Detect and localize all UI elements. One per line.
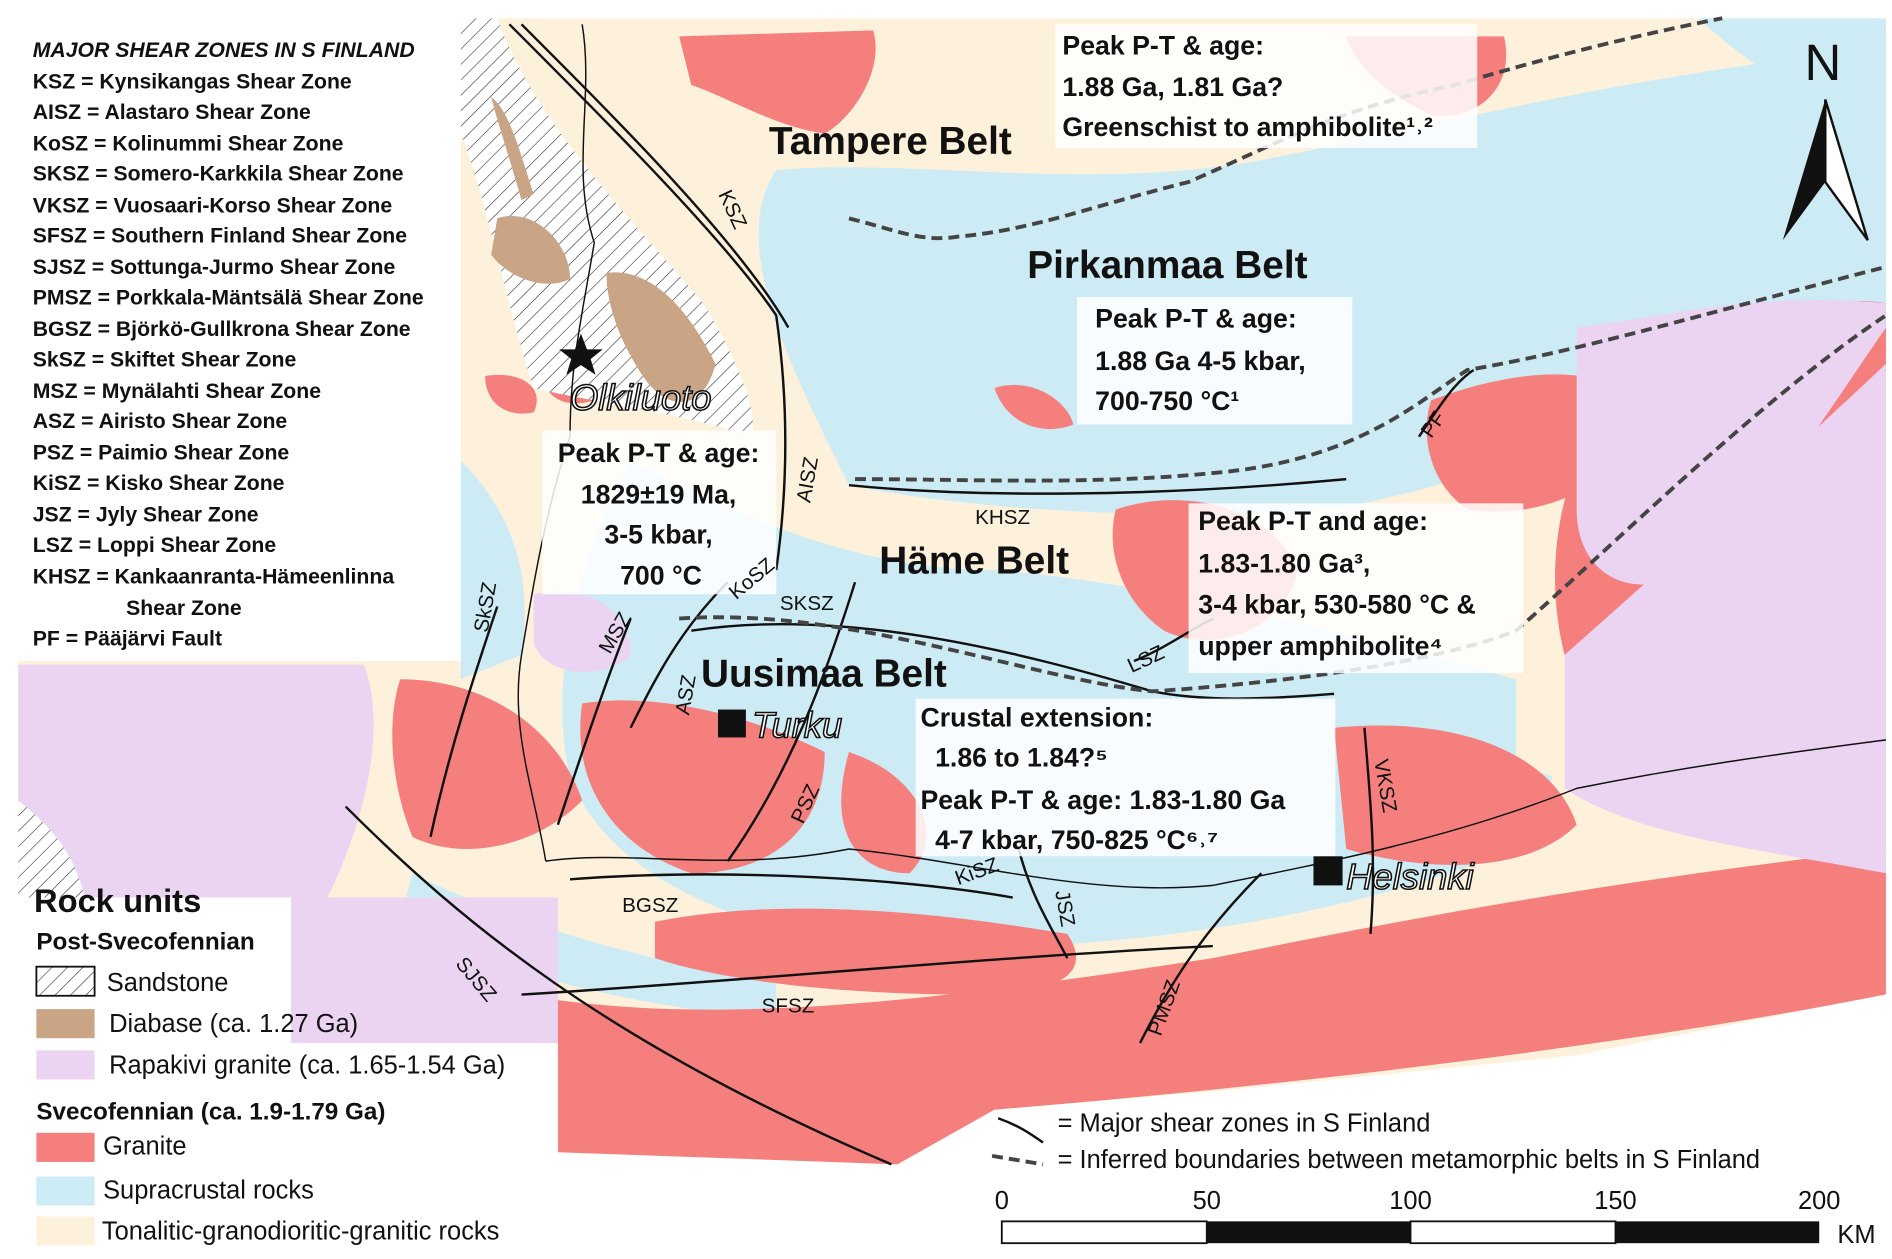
svg-text:KHSZ: KHSZ	[975, 506, 1030, 529]
shear-legend-item: BGSZ = Björkö-Gullkrona Shear Zone	[33, 318, 411, 341]
shear-zone-legend: MAJOR SHEAR ZONES IN S FINLAND KSZ = Kyn…	[33, 39, 424, 650]
svg-text:SKSZ: SKSZ	[780, 592, 834, 615]
svg-text:700-750 °C¹: 700-750 °C¹	[1095, 386, 1239, 416]
shear-legend-item: SkSZ = Skiftet Shear Zone	[33, 348, 297, 371]
shear-legend-item: VKSZ = Vuosaari-Korso Shear Zone	[33, 194, 393, 217]
svg-text:= Major shear zones in S Finla: = Major shear zones in S Finland	[1058, 1110, 1431, 1138]
map-area	[18, 18, 1887, 1165]
annotation-uusimaa: Crustal extension: 1.86 to 1.84?⁵ Peak P…	[915, 698, 1336, 857]
annotation-olkiluoto: Peak P-T & age: 1829±19 Ma, 3-5 kbar, 70…	[542, 430, 777, 595]
shear-legend-item: ASZ = Airisto Shear Zone	[33, 410, 288, 433]
shear-legend-item: SKSZ = Somero-Karkkila Shear Zone	[33, 163, 404, 186]
sandstone-area-sw	[18, 800, 85, 898]
svg-text:150: 150	[1594, 1187, 1636, 1215]
shear-legend-item: KoSZ = Kolinummi Shear Zone	[33, 132, 344, 155]
svg-text:Granite: Granite	[103, 1133, 186, 1161]
diabase-areas	[491, 97, 716, 402]
scale-bar: 0 50 100 150 200 KM	[995, 1187, 1876, 1249]
annotation-hame: Peak P-T and age: 1.83-1.80 Ga³, 3-4 kba…	[1188, 503, 1524, 674]
rock-units-legend: Rock units Post-Svecofennian Sandstone D…	[34, 882, 505, 1246]
boundary-line-symbol	[991, 1153, 1044, 1167]
svg-text:Greenschist to amphibolite¹˒²: Greenschist to amphibolite¹˒²	[1062, 112, 1433, 142]
shear-legend-item: JSZ = Jyly Shear Zone	[33, 504, 259, 527]
shear-legend-item: KSZ = Kynsikangas Shear Zone	[33, 71, 352, 94]
svg-text:Rapakivi granite (ca. 1.65-1.5: Rapakivi granite (ca. 1.65-1.54 Ga)	[109, 1051, 505, 1079]
rock-units-title: Rock units	[34, 882, 201, 919]
svg-text:50: 50	[1193, 1187, 1221, 1215]
svg-text:3-4 kbar, 530-580 °C &: 3-4 kbar, 530-580 °C &	[1198, 590, 1476, 620]
north-arrow: N	[1782, 34, 1869, 241]
place-turku: Turku	[752, 704, 842, 745]
svg-text:Crustal extension:: Crustal extension:	[921, 703, 1154, 733]
shear-legend-item: Shear Zone	[126, 597, 242, 620]
diabase-swatch	[36, 1009, 95, 1039]
svecofennian-heading: Svecofennian (ca. 1.9-1.79 Ga)	[36, 1098, 385, 1125]
line-legend: = Major shear zones in S Finland = Infer…	[991, 1110, 1760, 1174]
shear-legend-item: PSZ = Paimio Shear Zone	[33, 442, 290, 465]
city-square-icon	[1313, 856, 1343, 886]
svg-text:Sandstone: Sandstone	[107, 969, 229, 997]
annotation-tampere: Peak P-T & age: 1.88 Ga, 1.81 Ga? Greens…	[1055, 24, 1478, 149]
belt-label-tampere: Tampere Belt	[769, 120, 1012, 163]
svg-text:0: 0	[995, 1187, 1009, 1215]
svg-text:1829±19 Ma,: 1829±19 Ma,	[581, 479, 737, 509]
shear-legend-item: PF = Pääjärvi Fault	[33, 627, 222, 650]
shear-legend-item: KiSZ = Kisko Shear Zone	[33, 472, 285, 495]
coastline-south	[545, 739, 1887, 889]
svg-text:BGSZ: BGSZ	[622, 894, 678, 917]
svg-text:1.88 Ga 4-5 kbar,: 1.88 Ga 4-5 kbar,	[1095, 346, 1306, 376]
shear-legend-item: SFSZ = Southern Finland Shear Zone	[33, 225, 408, 248]
shear-legend-item: MSZ = Mynälahti Shear Zone	[33, 380, 321, 403]
city-square-icon	[717, 709, 746, 738]
svg-text:3-5 kbar,: 3-5 kbar,	[604, 519, 712, 549]
belt-boundary-lines	[679, 16, 1888, 694]
annotation-pirkanmaa: Peak P-T & age: 1.88 Ga 4-5 kbar, 700-75…	[1076, 297, 1353, 425]
svg-text:Diabase (ca. 1.27 Ga): Diabase (ca. 1.27 Ga)	[109, 1010, 358, 1038]
svg-text:Peak P-T & age: 1.83-1.80 Ga: Peak P-T & age: 1.83-1.80 Ga	[921, 785, 1286, 815]
svg-text:200: 200	[1798, 1187, 1840, 1215]
svg-text:1.88 Ga, 1.81 Ga?: 1.88 Ga, 1.81 Ga?	[1062, 72, 1283, 102]
shear-line-symbol	[997, 1117, 1044, 1144]
north-arrow-icon	[1782, 99, 1826, 241]
shear-legend-item: AISZ = Alastaro Shear Zone	[33, 101, 311, 124]
rapakivi-swatch	[36, 1050, 95, 1080]
belt-label-uusimaa: Uusimaa Belt	[701, 653, 947, 696]
post-svecofennian-heading: Post-Svecofennian	[36, 929, 254, 956]
shear-legend-title: MAJOR SHEAR ZONES IN S FINLAND	[33, 39, 415, 62]
place-helsinki: Helsinki	[1346, 856, 1474, 897]
svg-text:700 °C: 700 °C	[620, 561, 702, 591]
svg-text:4-7 kbar, 750-825 °C⁶˒⁷: 4-7 kbar, 750-825 °C⁶˒⁷	[935, 825, 1218, 855]
shear-legend-item: KHSZ = Kankaanranta-Hämeenlinna	[33, 565, 395, 588]
tonalitic-swatch	[36, 1216, 95, 1246]
granite-swatch	[36, 1132, 95, 1162]
svg-text:upper amphibolite⁴: upper amphibolite⁴	[1198, 631, 1442, 661]
svg-text:Peak P-T & age:: Peak P-T & age:	[1062, 31, 1264, 61]
supracrustal-swatch	[36, 1176, 95, 1206]
svg-text:= Inferred boundaries between: = Inferred boundaries between metamorphi…	[1058, 1146, 1760, 1174]
svg-text:Peak P-T and age:: Peak P-T and age:	[1198, 506, 1428, 536]
svg-text:KM: KM	[1837, 1221, 1875, 1249]
svg-text:Supracrustal rocks: Supracrustal rocks	[103, 1176, 314, 1204]
north-label: N	[1804, 34, 1841, 91]
svg-text:Tonalitic-granodioritic-granit: Tonalitic-granodioritic-granitic rocks	[102, 1218, 500, 1246]
shear-legend-item: PMSZ = Porkkala-Mäntsälä Shear Zone	[33, 286, 424, 309]
shear-legend-item: LSZ = Loppi Shear Zone	[33, 534, 277, 557]
shear-legend-item: SJSZ = Sottunga-Jurmo Shear Zone	[33, 256, 396, 279]
svg-text:1.86 to 1.84?⁵: 1.86 to 1.84?⁵	[935, 743, 1108, 773]
sandstone-swatch	[35, 965, 96, 997]
belt-label-hame: Häme Belt	[879, 540, 1069, 583]
svg-text:SFSZ: SFSZ	[762, 995, 815, 1018]
svg-text:Peak P-T & age:: Peak P-T & age:	[558, 438, 760, 468]
svg-text:Peak P-T & age:: Peak P-T & age:	[1095, 304, 1297, 334]
svg-text:1.83-1.80 Ga³,: 1.83-1.80 Ga³,	[1198, 548, 1370, 578]
belt-label-pirkanmaa: Pirkanmaa Belt	[1027, 244, 1307, 287]
svg-text:100: 100	[1389, 1187, 1431, 1215]
place-olkiluoto: Olkiluoto	[570, 377, 712, 418]
star-icon	[559, 333, 603, 375]
